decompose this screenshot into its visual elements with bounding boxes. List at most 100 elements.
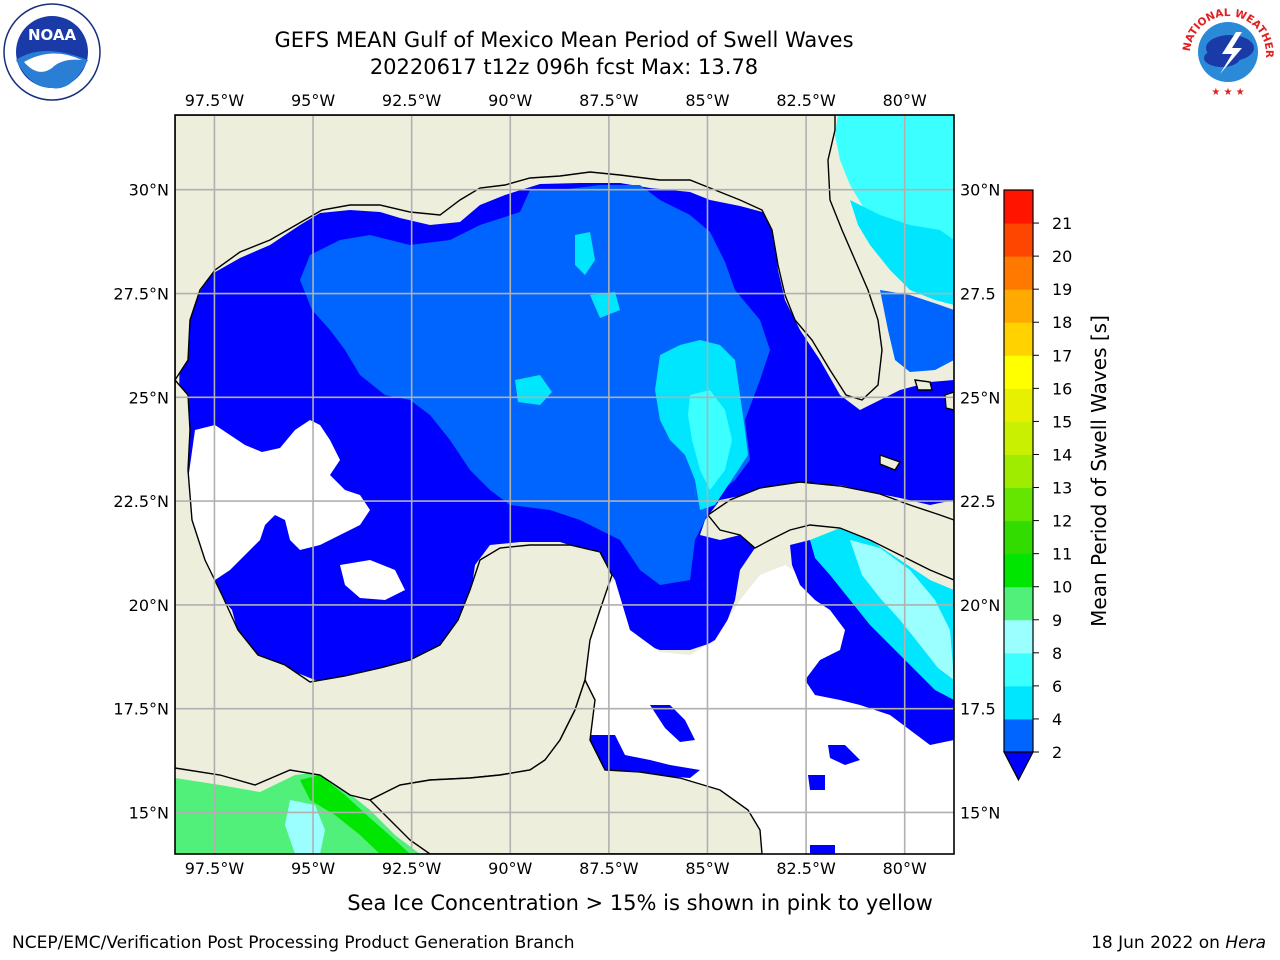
lat-tick-left: 27.5°N — [113, 285, 169, 304]
colorbar-tick-label: 11 — [1052, 545, 1072, 564]
colorbar-segment — [1004, 322, 1033, 356]
colorbar-segment — [1004, 190, 1033, 224]
colorbar-tick-label: 15 — [1052, 412, 1072, 431]
lat-tick-right: 15°N — [960, 803, 1000, 822]
colorbar-tick-label: 19 — [1052, 280, 1072, 299]
lon-tick-bottom: 85°W — [685, 859, 729, 878]
swell-patch-caribbean-cyan — [810, 528, 954, 700]
colorbar-tick-label: 20 — [1052, 247, 1072, 266]
lat-tick-right: 17.5 — [960, 700, 996, 719]
colorbar-segment — [1004, 256, 1033, 290]
colorbar-segment — [1004, 685, 1033, 720]
colorbar-tick-label: 13 — [1052, 479, 1072, 498]
lon-tick-top: 85°W — [685, 91, 729, 110]
map-gridlines — [175, 115, 954, 854]
lon-tick-bottom: 90°W — [488, 859, 532, 878]
land-us-gulf-coast — [175, 115, 883, 401]
lon-tick-top: 97.5°W — [185, 91, 245, 110]
swell-patch-cyan-2 — [575, 232, 595, 275]
colorbar-segment — [1004, 289, 1033, 323]
land-central-america — [368, 678, 763, 854]
lat-tick-right: 25°N — [960, 388, 1000, 407]
nws-logo-icon: NATIONAL WEATHER SERVICE ★ ★ ★ — [1178, 2, 1275, 99]
colorbar-segment — [1004, 454, 1033, 489]
swell-field-light-cyan — [688, 390, 732, 490]
lon-tick-bottom: 87.5°W — [579, 859, 639, 878]
colorbar-segment — [1004, 586, 1033, 621]
machine-name: Hera — [1225, 933, 1266, 953]
lat-tick-left: 22.5°N — [113, 492, 169, 511]
swell-field-pacific-light — [285, 800, 325, 854]
noaa-logo-icon: NOAA — [3, 3, 101, 101]
swell-patch-caribbean-5 — [828, 745, 860, 765]
land-bahamas-1 — [914, 379, 933, 391]
colorbar-segment — [1004, 487, 1033, 522]
land-bahamas-3 — [879, 454, 902, 471]
lon-tick-bottom: 97.5°W — [185, 859, 245, 878]
chart-subtitle: 20220617 t12z 096h fcst Max: 13.78 — [369, 55, 759, 79]
colorbar-label: Mean Period of Swell Waves [s] — [1087, 315, 1111, 627]
swell-patch-cyan-3 — [590, 292, 620, 318]
lat-tick-right: 20°N — [960, 596, 1000, 615]
lon-tick-bottom: 82.5°W — [776, 859, 836, 878]
lat-tick-left: 30°N — [129, 181, 169, 200]
colorbar-tick-label: 14 — [1052, 445, 1072, 464]
lat-tick-left: 15°N — [129, 803, 169, 822]
lat-tick-right: 27.5 — [960, 285, 996, 304]
lon-tick-top: 82.5°W — [776, 91, 836, 110]
lon-tick-top: 95°W — [291, 91, 335, 110]
lon-tick-top: 87.5°W — [579, 91, 639, 110]
colorbar-segment — [1004, 388, 1033, 422]
colorbar-tick-label: 17 — [1052, 346, 1072, 365]
colorbar-tick-label: 6 — [1052, 677, 1062, 696]
colorbar-tick-label: 8 — [1052, 644, 1062, 663]
swell-patch-caribbean-2 — [590, 735, 700, 778]
colorbar-segment — [1004, 223, 1033, 257]
lat-tick-left: 17.5°N — [113, 700, 169, 719]
swell-field-pacific-bright-green — [300, 775, 410, 854]
colorbar-tick-label: 2 — [1052, 743, 1062, 762]
colorbar-tick-label: 9 — [1052, 611, 1062, 630]
colorbar: 2 4 6 8 9 10 11 12 13 14 15 16 17 18 19 20 21 — [1003, 189, 1072, 782]
credit-branch: NCEP/EMC/Verification Post Processing Pr… — [12, 933, 575, 953]
no-data-west-2 — [340, 560, 405, 600]
lat-tick-left: 20°N — [129, 596, 169, 615]
lon-tick-bottom: 92.5°W — [382, 859, 442, 878]
lat-tick-right: 22.5 — [960, 492, 996, 511]
lon-tick-top: 80°W — [883, 91, 927, 110]
lon-tick-bottom: 80°W — [883, 859, 927, 878]
date-text: 18 Jun 2022 on — [1091, 933, 1226, 953]
credit-date: 18 Jun 2022 on Hera — [1091, 933, 1266, 953]
swell-patch-caribbean-3 — [650, 705, 695, 742]
colorbar-tick-label: 21 — [1052, 214, 1072, 233]
swell-patch-caribbean-1 — [790, 540, 954, 745]
colorbar-segment — [1004, 355, 1033, 389]
land-mexico — [175, 378, 613, 801]
colorbar-tick-label: 16 — [1052, 379, 1072, 398]
colorbar-tick-label: 12 — [1052, 512, 1072, 531]
land-bahamas-2 — [944, 391, 954, 411]
axis-ticks: 97.5°W 97.5°W 95°W 95°W 92.5°W 92.5°W 90°W 90°W… — [113, 91, 1000, 878]
lon-tick-top: 90°W — [488, 91, 532, 110]
lat-tick-left: 25°N — [129, 388, 169, 407]
sea-ice-note: Sea Ice Concentration > 15% is shown in … — [347, 891, 933, 915]
chart-title: GEFS MEAN Gulf of Mexico Mean Period of … — [274, 28, 854, 52]
map-frame — [174, 114, 955, 855]
colorbar-segment — [1004, 619, 1033, 654]
map-area — [175, 115, 954, 854]
svg-text:★ ★ ★: ★ ★ ★ — [1211, 87, 1244, 98]
colorbar-frame — [1003, 189, 1034, 753]
coastlines — [175, 115, 954, 854]
lon-tick-bottom: 95°W — [291, 859, 335, 878]
lon-tick-top: 92.5°W — [382, 91, 442, 110]
colorbar-tick-label: 10 — [1052, 578, 1072, 597]
swell-field-atlantic-blue — [880, 290, 954, 372]
colorbar-tick-label: 18 — [1052, 313, 1072, 332]
land-cuba — [706, 481, 954, 581]
swell-patch-caribbean-6 — [808, 775, 825, 790]
colorbar-under-triangle — [1003, 751, 1034, 782]
colorbar-segment — [1004, 718, 1033, 753]
colorbar-segment — [1004, 421, 1033, 455]
swell-field-atlantic-cyan-2 — [850, 200, 954, 305]
